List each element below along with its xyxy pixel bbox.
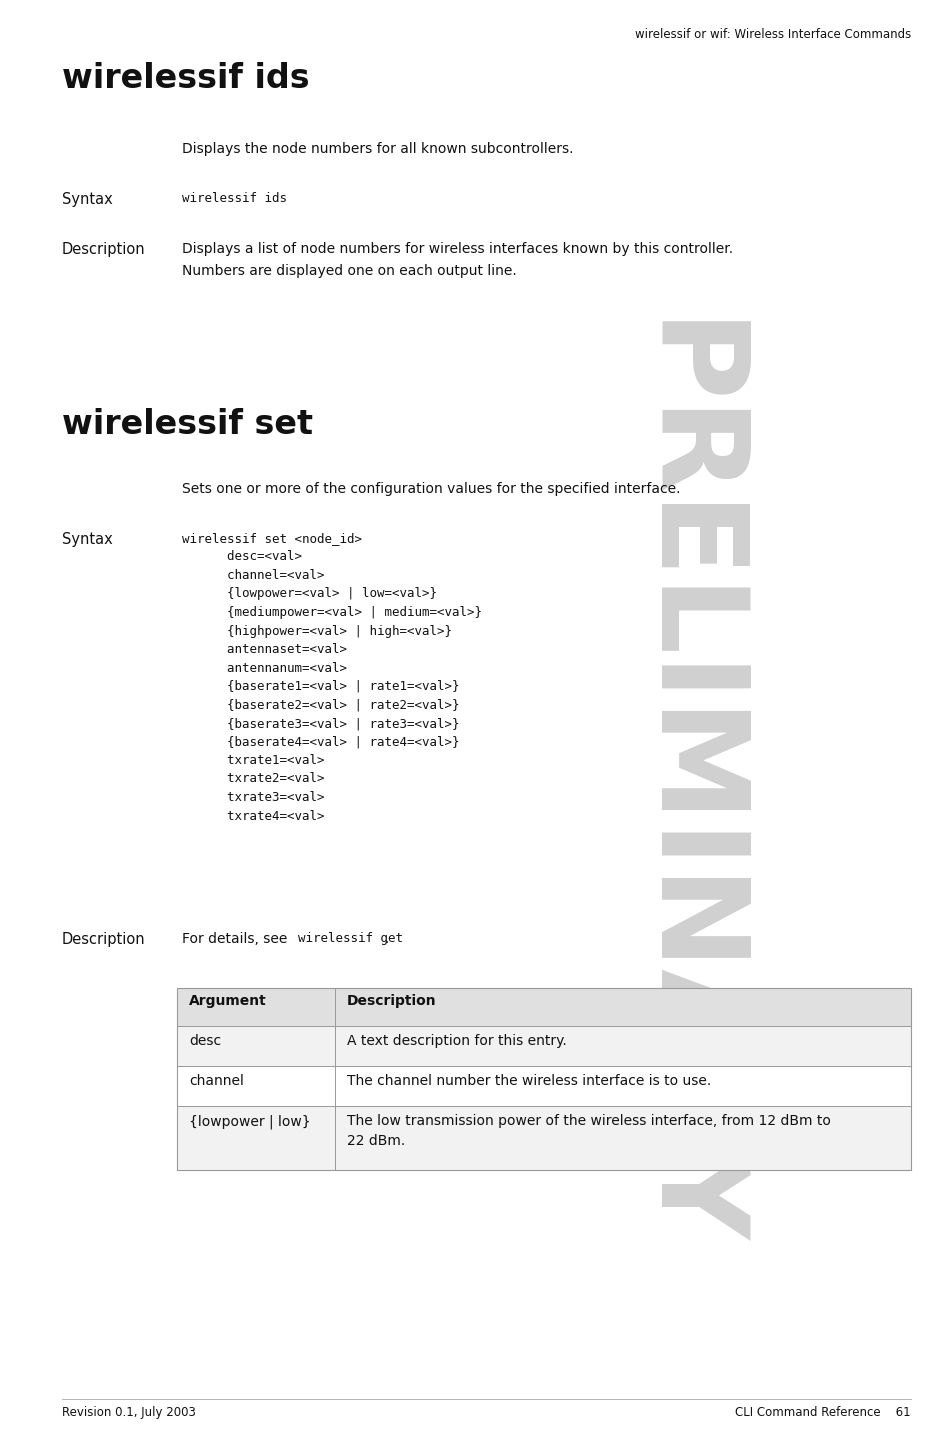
- Text: wirelessif get: wirelessif get: [298, 932, 402, 945]
- Text: The channel number the wireless interface is to use.: The channel number the wireless interfac…: [347, 1075, 711, 1088]
- Text: wirelessif set <node_id>
      desc=<val>
      channel=<val>
      {lowpower=<v: wirelessif set <node_id> desc=<val> chan…: [182, 532, 482, 823]
- Bar: [177, 989, 911, 1170]
- Bar: [177, 1106, 911, 1170]
- Text: Revision 0.1, July 2003: Revision 0.1, July 2003: [62, 1406, 195, 1419]
- Text: Numbers are displayed one on each output line.: Numbers are displayed one on each output…: [182, 265, 517, 278]
- Bar: [177, 1027, 911, 1066]
- Text: Displays a list of node numbers for wireless interfaces known by this controller: Displays a list of node numbers for wire…: [182, 241, 734, 256]
- Text: Sets one or more of the configuration values for the specified interface.: Sets one or more of the configuration va…: [182, 481, 680, 496]
- Text: A text description for this entry.: A text description for this entry.: [347, 1034, 567, 1048]
- Text: .: .: [384, 932, 389, 947]
- Text: channel: channel: [189, 1075, 244, 1088]
- Text: The low transmission power of the wireless interface, from 12 dBm to
22 dBm.: The low transmission power of the wirele…: [347, 1114, 831, 1147]
- Text: Syntax: Syntax: [62, 192, 113, 206]
- Text: Syntax: Syntax: [62, 532, 113, 547]
- Text: Displays the node numbers for all known subcontrollers.: Displays the node numbers for all known …: [182, 142, 573, 156]
- Text: For details, see: For details, see: [182, 932, 291, 947]
- Text: Description: Description: [62, 932, 145, 947]
- Text: Argument: Argument: [189, 995, 267, 1008]
- Text: CLI Command Reference    61: CLI Command Reference 61: [735, 1406, 911, 1419]
- Text: wirelessif or wif: Wireless Interface Commands: wirelessif or wif: Wireless Interface Co…: [635, 28, 911, 41]
- Text: Description: Description: [347, 995, 437, 1008]
- Text: {lowpower | low}: {lowpower | low}: [189, 1114, 310, 1128]
- Text: wirelessif set: wirelessif set: [62, 409, 313, 441]
- Text: wirelessif ids: wirelessif ids: [62, 63, 309, 95]
- Text: PRELIMINARY: PRELIMINARY: [624, 320, 742, 1250]
- Text: wirelessif ids: wirelessif ids: [182, 192, 287, 205]
- Bar: [177, 989, 911, 1027]
- Bar: [177, 1066, 911, 1106]
- Text: Description: Description: [62, 241, 145, 257]
- Text: desc: desc: [189, 1034, 221, 1048]
